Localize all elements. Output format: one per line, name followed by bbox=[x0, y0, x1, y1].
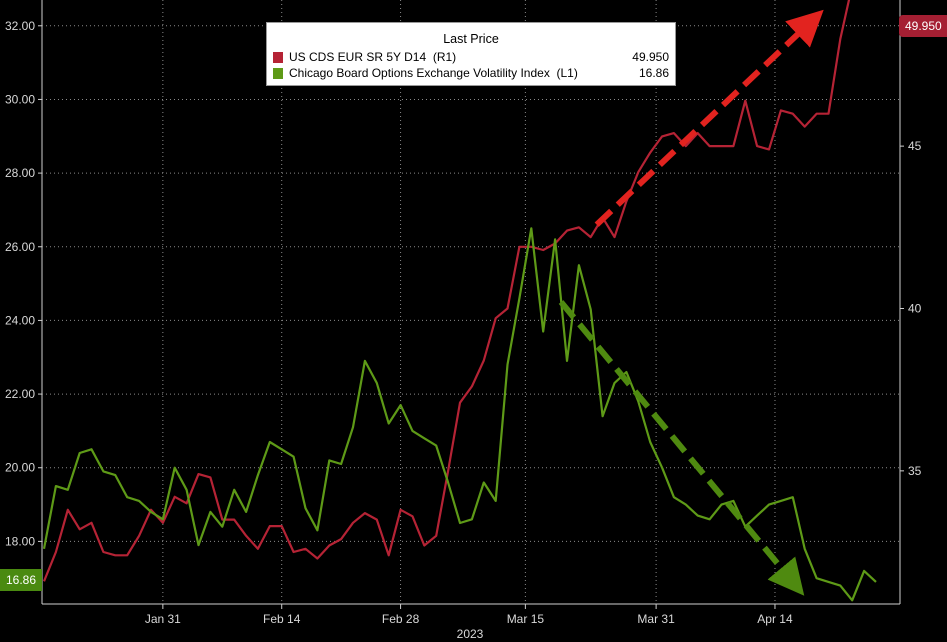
up-trend-arrow bbox=[594, 9, 824, 227]
right-axis-ticks: 35 40 45 bbox=[900, 139, 922, 478]
chart-legend: Last Price US CDS EUR SR 5Y D14 (R1) 49.… bbox=[266, 22, 676, 86]
legend-swatch-cds bbox=[273, 51, 283, 63]
legend-row-vix: Chicago Board Options Exchange Volatilit… bbox=[273, 65, 669, 81]
left-tick-label: 28.00 bbox=[5, 166, 35, 180]
x-axis-year-label: 2023 bbox=[457, 627, 484, 641]
x-tick-label: Feb 14 bbox=[263, 612, 301, 626]
left-tick-label: 26.00 bbox=[5, 240, 35, 254]
left-tick-label: 24.00 bbox=[5, 313, 35, 327]
x-tick-label: Feb 28 bbox=[382, 612, 420, 626]
left-tick-label: 20.00 bbox=[5, 461, 35, 475]
x-axis-ticks: Jan 31 Feb 14 Feb 28 Mar 15 Mar 31 Apr 14 bbox=[145, 604, 793, 626]
right-tick-label: 45 bbox=[908, 139, 922, 153]
legend-label-cds: US CDS EUR SR 5Y D14 (R1) bbox=[289, 50, 457, 64]
left-tick-label: 18.00 bbox=[5, 534, 35, 548]
legend-title: Last Price bbox=[443, 32, 499, 46]
last-value-badge-vix: 16.86 bbox=[0, 569, 42, 591]
left-tick-label: 30.00 bbox=[5, 92, 35, 106]
legend-label-vix: Chicago Board Options Exchange Volatilit… bbox=[289, 66, 578, 80]
x-tick-label: Mar 31 bbox=[637, 612, 675, 626]
legend-value-cds: 49.950 bbox=[632, 50, 669, 64]
down-trend-arrow bbox=[558, 300, 805, 596]
legend-swatch-vix bbox=[273, 67, 283, 79]
left-tick-label: 22.00 bbox=[5, 387, 35, 401]
left-tick-label: 32.00 bbox=[5, 19, 35, 33]
series-line-cds bbox=[42, 0, 851, 582]
right-tick-label: 40 bbox=[908, 301, 922, 315]
legend-row-cds: US CDS EUR SR 5Y D14 (R1) 49.950 bbox=[273, 49, 669, 65]
series-line-vix bbox=[42, 227, 877, 602]
chart-series bbox=[42, 0, 877, 602]
x-tick-label: Mar 15 bbox=[507, 612, 545, 626]
last-value-badge-cds: 49.950 bbox=[899, 15, 947, 37]
x-tick-label: Apr 14 bbox=[757, 612, 793, 626]
right-tick-label: 35 bbox=[908, 464, 922, 478]
left-axis-ticks: 18.00 20.00 22.00 24.00 26.00 28.00 30.00 32.00 bbox=[5, 19, 42, 548]
chart-grid bbox=[41, 0, 901, 605]
chart-annotations bbox=[558, 9, 824, 596]
legend-value-vix: 16.86 bbox=[638, 66, 669, 80]
x-tick-label: Jan 31 bbox=[145, 612, 181, 626]
